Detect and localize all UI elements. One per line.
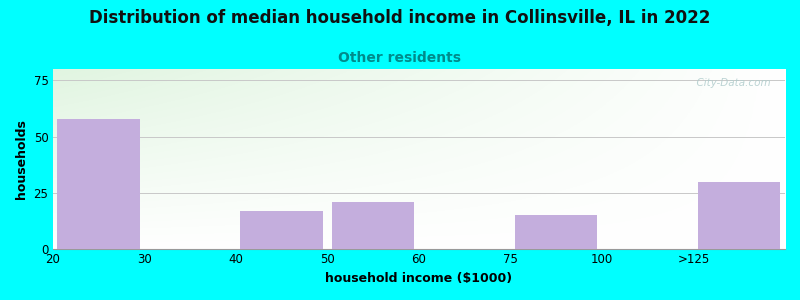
Bar xyxy=(332,202,414,249)
Bar xyxy=(57,118,139,249)
Bar xyxy=(515,215,598,249)
Bar xyxy=(332,202,414,249)
Bar xyxy=(698,182,781,249)
Bar xyxy=(57,118,139,249)
Bar xyxy=(698,182,781,249)
Text: Distribution of median household income in Collinsville, IL in 2022: Distribution of median household income … xyxy=(90,9,710,27)
Text: City-Data.com: City-Data.com xyxy=(690,78,770,88)
X-axis label: household income ($1000): household income ($1000) xyxy=(326,272,512,285)
Bar xyxy=(515,215,598,249)
Bar xyxy=(240,211,322,249)
Text: Other residents: Other residents xyxy=(338,51,462,65)
Y-axis label: households: households xyxy=(15,119,28,199)
Bar xyxy=(240,211,322,249)
